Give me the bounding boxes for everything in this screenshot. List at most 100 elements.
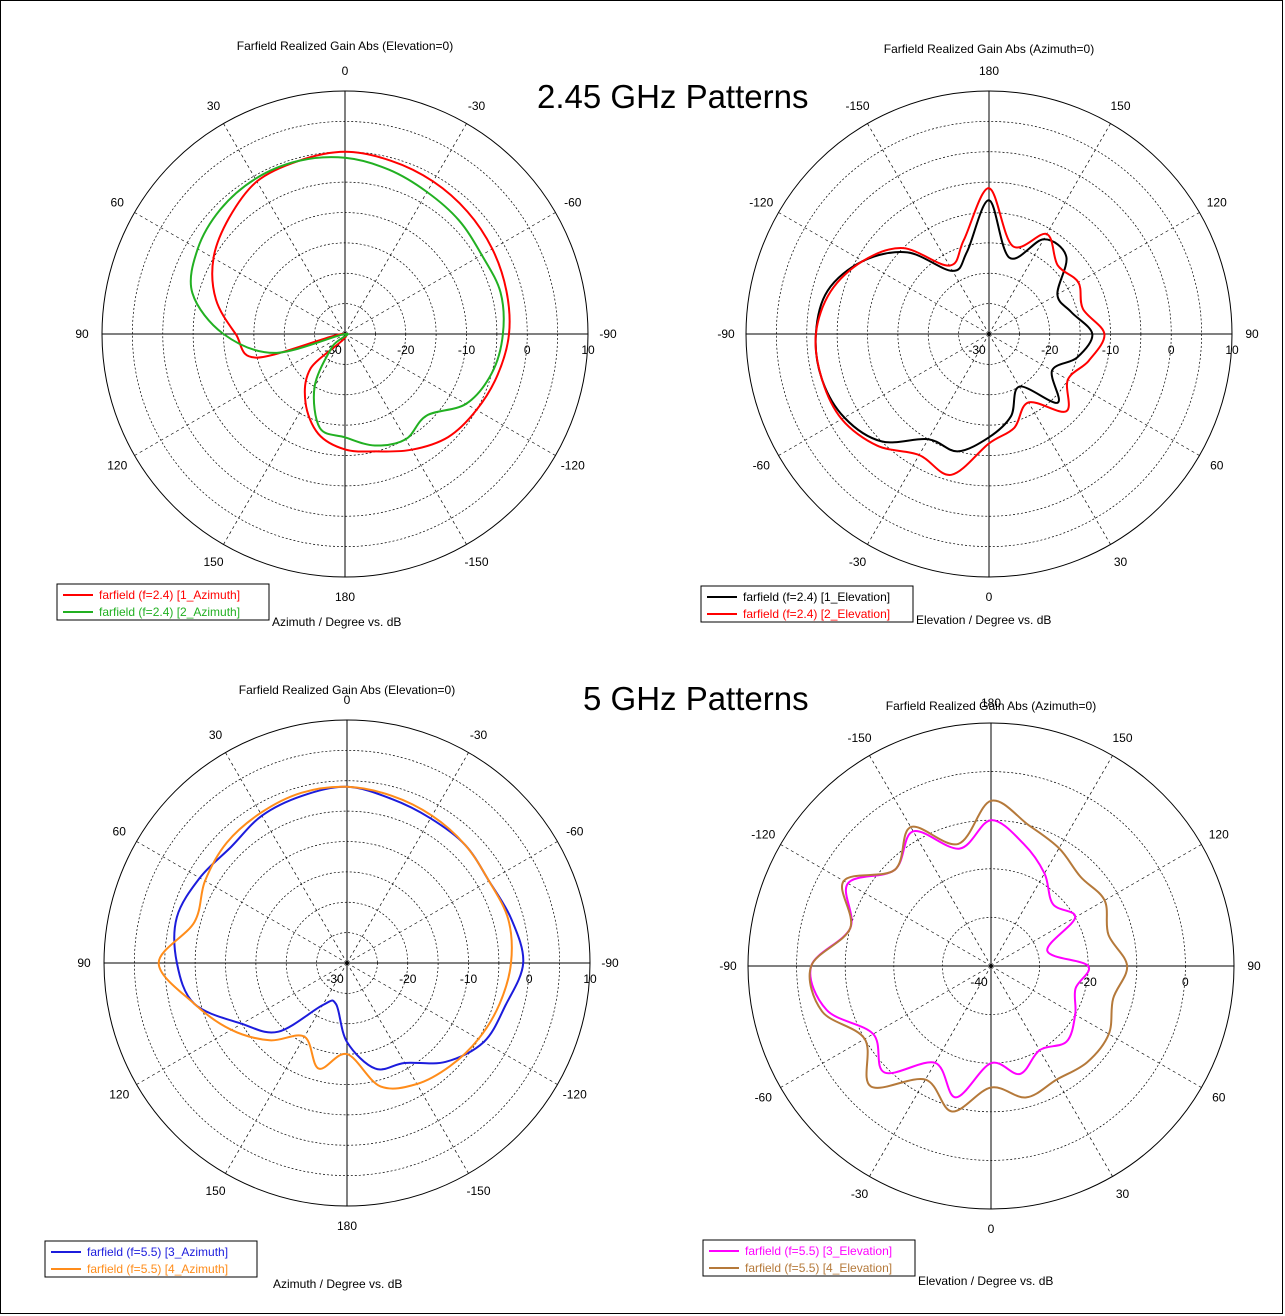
- axis-label: Azimuth / Degree vs. dB: [272, 615, 401, 629]
- grid-spoke: [225, 962, 348, 1174]
- angle-label: -60: [755, 1091, 773, 1105]
- angle-label: -60: [566, 825, 584, 839]
- angle-label: 0: [342, 64, 349, 78]
- angle-label: 180: [335, 590, 355, 604]
- radial-tick-label: -20: [1041, 343, 1059, 357]
- angle-label: -30: [470, 728, 488, 742]
- legend-label: farfield (f=2.4) [2_Azimuth]: [99, 605, 240, 619]
- angle-label: -150: [466, 1184, 490, 1198]
- radial-tick-label: 0: [1182, 975, 1189, 989]
- grid-spoke: [990, 965, 1202, 1088]
- grid-spoke: [346, 962, 558, 1085]
- grid-spoke: [869, 755, 992, 967]
- angle-label: 60: [111, 196, 125, 210]
- chart-title: Farfield Realized Gain Abs (Elevation=0): [237, 39, 453, 53]
- radial-tick-label: 0: [526, 972, 533, 986]
- grid-spoke: [778, 333, 990, 456]
- series-line-2: [814, 187, 1106, 476]
- angle-label: 30: [209, 728, 223, 742]
- angle-label: -150: [464, 555, 488, 569]
- angle-label: -90: [601, 956, 619, 970]
- grid-spoke: [134, 333, 346, 456]
- radial-tick-label: -10: [1102, 343, 1120, 357]
- grid-spoke: [990, 755, 1113, 967]
- angle-label: -120: [751, 828, 775, 842]
- grid-spoke: [223, 333, 346, 545]
- legend-box: [56, 583, 270, 621]
- series-line-1: [211, 150, 511, 453]
- heading-2-45ghz: 2.45 GHz Patterns: [537, 78, 809, 115]
- series-line-1: [814, 199, 1094, 453]
- radial-tick-label: -40: [970, 975, 988, 989]
- angle-label: 90: [77, 956, 91, 970]
- angle-label: 120: [1209, 828, 1229, 842]
- angle-label: 120: [107, 459, 127, 473]
- angle-label: -120: [563, 1088, 587, 1102]
- polar-chart-2: -90 -120 -150 180 150 120 90 60 30 0 -30 -60 -30 -20 -…: [700, 42, 1259, 627]
- legend-label: farfield (f=5.5) [3_Elevation]: [745, 1244, 892, 1258]
- radial-tick-label: -10: [460, 972, 478, 986]
- grid-spoke: [346, 752, 469, 964]
- grid-spoke: [344, 333, 556, 456]
- grid-spoke: [990, 844, 1202, 967]
- angle-label: 150: [203, 555, 223, 569]
- grid-spoke: [223, 123, 346, 335]
- radial-tick-label: -20: [397, 343, 415, 357]
- legend-label: farfield (f=2.4) [2_Elevation]: [743, 607, 890, 621]
- grid-spoke: [778, 212, 990, 335]
- legend-box: [44, 1240, 258, 1278]
- axis-label: Azimuth / Degree vs. dB: [273, 1277, 402, 1291]
- angle-label: 30: [207, 99, 221, 113]
- legend-label: farfield (f=5.5) [4_Azimuth]: [87, 1262, 228, 1276]
- radial-tick-label: -20: [1080, 975, 1098, 989]
- angle-label: -60: [753, 459, 771, 473]
- polar-chart-4: -90 -120 -150 180 150 120 90 60 30 0 -30 -60 -40 -20 0…: [702, 696, 1261, 1288]
- angle-label: -30: [468, 99, 486, 113]
- grid-spoke: [867, 123, 990, 335]
- angle-label: -60: [564, 196, 582, 210]
- chart-title: Farfield Realized Gain Abs (Elevation=0): [239, 683, 455, 697]
- angle-label: 0: [986, 590, 993, 604]
- grid-spoke: [136, 841, 348, 964]
- angle-label: -90: [717, 327, 735, 341]
- legend-label: farfield (f=2.4) [1_Elevation]: [743, 590, 890, 604]
- series-line-2: [808, 799, 1129, 1113]
- grid-spoke: [346, 962, 469, 1174]
- angle-label: 60: [113, 825, 127, 839]
- grid-spoke: [869, 965, 992, 1177]
- polar-chart-3: 0 -30 -60 -90 -120 -150 180 150 120 90 60 30 -30 -20 -…: [44, 683, 619, 1291]
- chart-title: Farfield Realized Gain Abs (Azimuth=0): [886, 699, 1096, 713]
- grid-spoke: [990, 965, 1113, 1177]
- angle-label: 150: [205, 1184, 225, 1198]
- radial-tick-label: -10: [458, 343, 476, 357]
- series-line-2: [189, 156, 505, 447]
- angle-label: 0: [344, 693, 351, 707]
- grid-spoke: [344, 123, 467, 335]
- angle-label: -30: [849, 555, 867, 569]
- grid-spoke: [988, 333, 1200, 456]
- angle-label: -90: [719, 959, 737, 973]
- radial-tick-label: -30: [968, 343, 986, 357]
- chart-title: Farfield Realized Gain Abs (Azimuth=0): [884, 42, 1094, 56]
- radial-tick-label: -20: [399, 972, 417, 986]
- grid-spoke: [134, 212, 346, 335]
- grid-spoke: [225, 752, 348, 964]
- axis-label: Elevation / Degree vs. dB: [918, 1274, 1053, 1288]
- angle-label: 30: [1116, 1187, 1130, 1201]
- angle-label: -120: [749, 196, 773, 210]
- angle-label: -90: [599, 327, 617, 341]
- angle-label: 120: [109, 1088, 129, 1102]
- axis-label: Elevation / Degree vs. dB: [916, 613, 1051, 627]
- grid-spoke: [988, 212, 1200, 335]
- angle-label: 150: [1110, 99, 1130, 113]
- angle-label: -30: [851, 1187, 869, 1201]
- legend-box: [702, 1239, 916, 1277]
- radial-tick-label: 0: [524, 343, 531, 357]
- radial-tick-label: 10: [581, 343, 595, 357]
- angle-label: -150: [847, 731, 871, 745]
- legend: farfield (f=5.5) [3_Azimuth] farfield (f=…: [44, 1240, 258, 1278]
- legend-label: farfield (f=5.5) [4_Elevation]: [745, 1261, 892, 1275]
- grid-spoke: [344, 212, 556, 335]
